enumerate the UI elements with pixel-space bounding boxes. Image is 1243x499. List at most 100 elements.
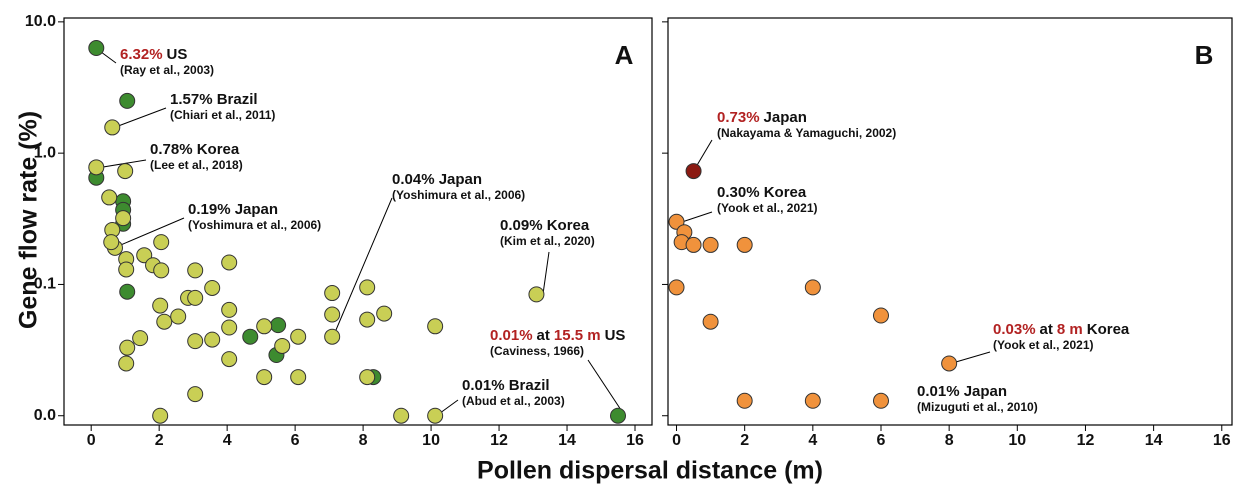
annotation-part: Japan <box>764 109 807 126</box>
point <box>187 386 204 403</box>
point <box>668 279 685 296</box>
point <box>804 279 821 296</box>
x-tick-label: 0 <box>672 432 681 449</box>
leader-line <box>115 217 185 248</box>
leader-line <box>332 197 393 338</box>
point <box>152 297 169 314</box>
point <box>136 247 153 264</box>
point <box>393 407 410 424</box>
annotation-part: US <box>605 327 626 344</box>
annotation-ref: (Yook et al., 2021) <box>993 338 1093 352</box>
x-tick-label: 2 <box>740 432 749 449</box>
point <box>256 369 273 386</box>
annotation-part: US <box>167 46 188 63</box>
point <box>528 286 545 303</box>
y-axis-label: Gene flow rate (%) <box>15 111 43 329</box>
point <box>118 355 135 372</box>
point <box>221 254 238 271</box>
annotation-part: at <box>1040 321 1053 338</box>
x-tick-label: 8 <box>945 432 954 449</box>
annotation-part: 0.30% Korea <box>717 184 807 201</box>
point <box>119 339 136 356</box>
point <box>872 307 889 324</box>
annotation: 0.73% Japan <box>717 109 807 126</box>
x-tick-label: 16 <box>1213 432 1231 449</box>
point <box>88 40 105 57</box>
point <box>221 319 238 336</box>
annotation-ref: (Abud et al., 2003) <box>462 394 565 408</box>
point <box>132 330 149 347</box>
annotation: 0.30% Korea <box>717 184 807 201</box>
point <box>170 308 187 325</box>
annotation-part: 0.03% <box>993 321 1036 338</box>
point <box>324 285 341 302</box>
point <box>359 369 376 386</box>
y-tick-label: 0.0 <box>34 407 56 424</box>
point <box>152 407 169 424</box>
annotation-part: 0.01% <box>490 327 533 344</box>
leader-line <box>587 359 626 417</box>
annotation-ref: (Chiari et al., 2011) <box>170 108 275 122</box>
annotation-part: 0.01% Japan <box>917 383 1007 400</box>
annotation-part: 0.09% Korea <box>500 217 590 234</box>
plot-frame <box>63 17 653 426</box>
x-tick-label: 6 <box>291 432 300 449</box>
point <box>427 318 444 335</box>
x-tick-label: 4 <box>808 432 817 449</box>
point <box>736 392 753 409</box>
x-tick-label: 8 <box>359 432 368 449</box>
panel-label: A <box>615 40 634 70</box>
annotation: 0.09% Korea <box>500 217 590 234</box>
point <box>804 392 821 409</box>
point <box>290 369 307 386</box>
point <box>359 279 376 296</box>
x-tick-label: 2 <box>155 432 164 449</box>
point <box>685 163 702 180</box>
point <box>118 261 135 278</box>
annotation: 0.04% Japan <box>392 171 482 188</box>
annotation: 0.01% at 15.5 m US <box>490 327 625 344</box>
point <box>187 262 204 279</box>
annotation: 0.03% at 8 m Korea <box>993 321 1130 338</box>
annotation-part: 0.19% Japan <box>188 201 278 218</box>
point <box>119 92 136 109</box>
point <box>103 234 120 251</box>
annotation-ref: (Nakayama & Yamaguchi, 2002) <box>717 126 896 140</box>
x-tick-label: 14 <box>558 432 576 449</box>
point <box>270 317 287 334</box>
x-tick-label: 12 <box>490 432 508 449</box>
point <box>242 328 259 345</box>
point <box>221 301 238 318</box>
annotation-ref: (Mizuguti et al., 2010) <box>917 400 1038 414</box>
point <box>153 262 170 279</box>
point <box>88 159 105 176</box>
point <box>359 311 376 328</box>
leader-line <box>112 107 167 129</box>
y-tick-label: 0.1 <box>34 276 56 293</box>
x-axis-label: Pollen dispersal distance (m) <box>477 457 823 485</box>
point <box>256 318 273 335</box>
y-tick-label: 1.0 <box>34 144 56 161</box>
x-tick-label: 10 <box>1008 432 1026 449</box>
annotation-part: 15.5 m <box>554 327 601 344</box>
annotation-ref: (Yoshimura et al., 2006) <box>188 218 321 232</box>
annotation: 0.01% Brazil <box>462 377 550 394</box>
annotation-part: 1.57% Brazil <box>170 91 258 108</box>
panel-label: B <box>1195 40 1214 70</box>
point <box>274 337 291 354</box>
annotation-ref: (Lee et al., 2018) <box>150 158 243 172</box>
point <box>204 279 221 296</box>
annotation-part: 0.04% Japan <box>392 171 482 188</box>
plot-frame <box>667 17 1233 426</box>
point <box>119 283 136 300</box>
point <box>115 210 132 227</box>
annotation-part: at <box>537 327 550 344</box>
annotation-part: 0.73% <box>717 109 760 126</box>
annotation: 0.78% Korea <box>150 141 240 158</box>
point <box>156 313 173 330</box>
point <box>117 163 134 180</box>
annotation-ref: (Kim et al., 2020) <box>500 234 595 248</box>
annotation-ref: (Caviness, 1966) <box>490 344 584 358</box>
point <box>427 407 444 424</box>
